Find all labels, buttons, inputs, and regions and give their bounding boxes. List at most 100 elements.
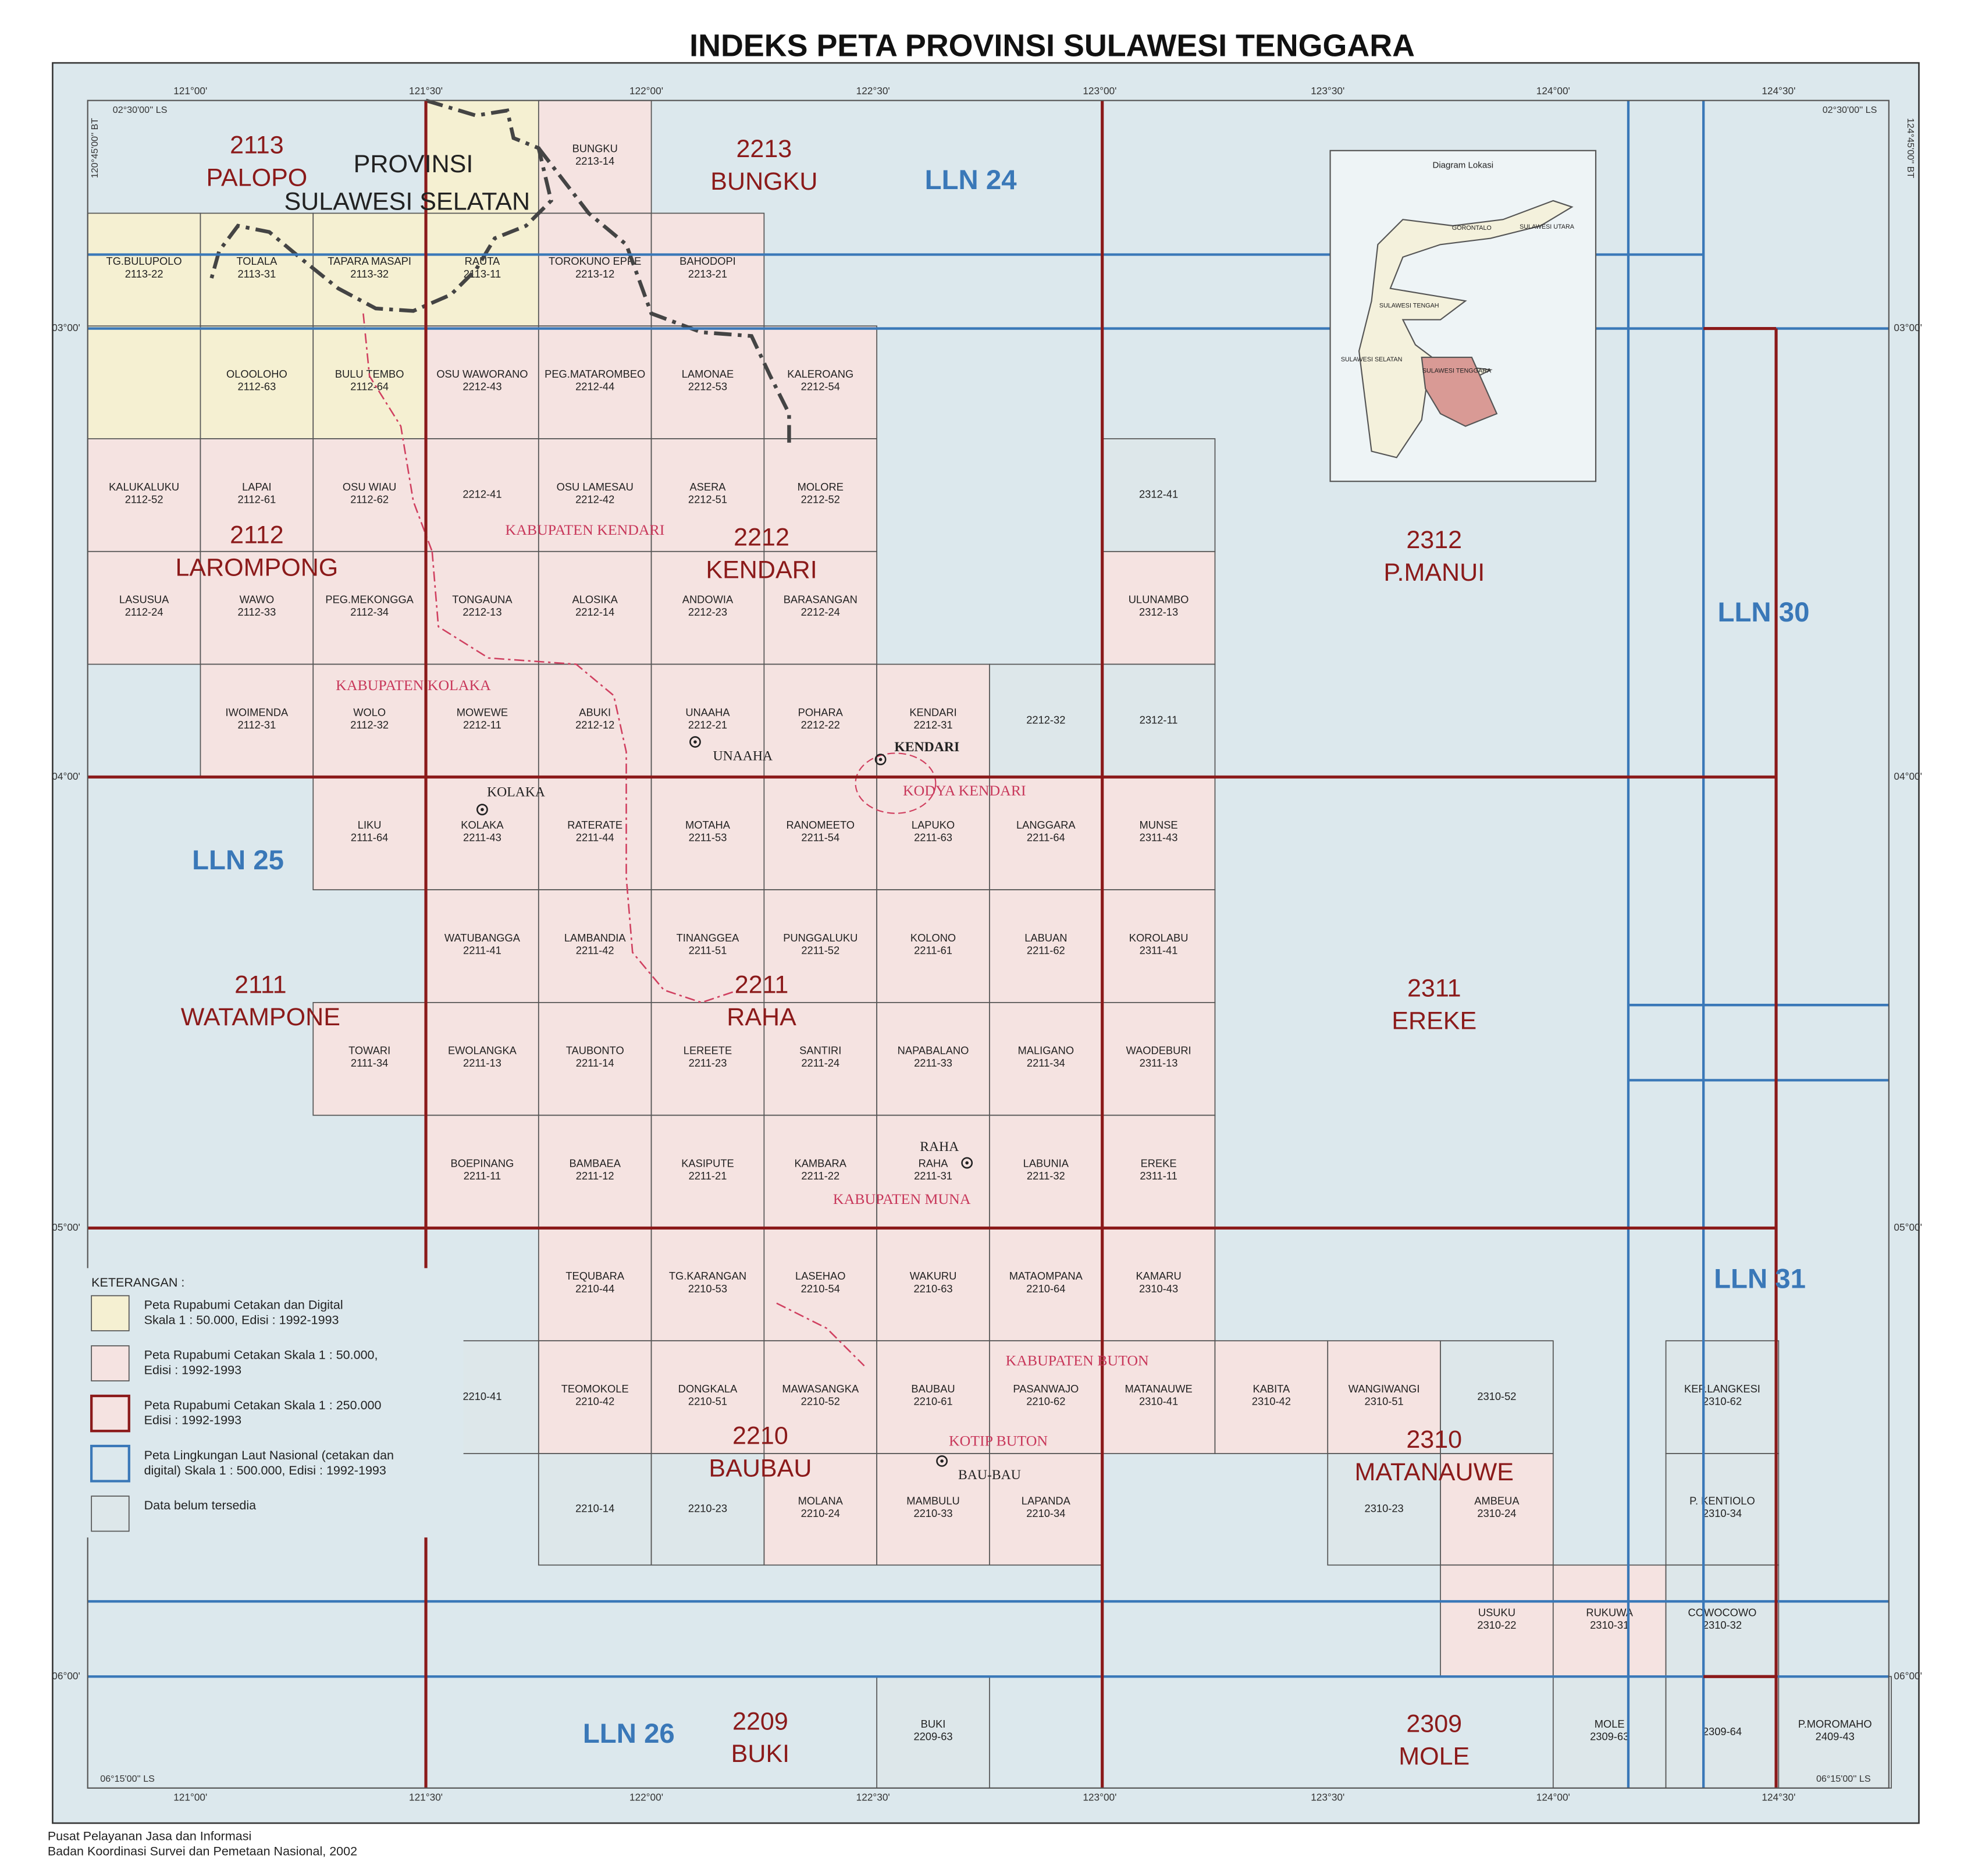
map-sheet — [650, 550, 765, 665]
sheet-name: KALEROANG — [787, 368, 853, 380]
sheet-code: 2111-64 — [351, 832, 388, 844]
longitude-label: 123°00' — [1083, 85, 1116, 97]
legend-swatch — [91, 1295, 130, 1331]
sheet-code: 2409-43 — [1816, 1730, 1855, 1742]
sheet-name: MALIGANO — [1018, 1044, 1074, 1057]
sheet-name: RAHA — [919, 1157, 949, 1169]
sheet-name: KABITA — [1253, 1383, 1290, 1395]
sheet-name: KOLONO — [910, 932, 956, 944]
map-sheet — [989, 663, 1103, 778]
sheet-name: BOEPINANG — [451, 1157, 514, 1169]
map-sheet — [650, 212, 765, 327]
sheet-code: 2310-24 — [1477, 1507, 1516, 1519]
legend-label: digital) Skala 1 : 500.000, Edisi : 1992… — [144, 1463, 386, 1477]
sheet-name: LASEHAO — [795, 1270, 845, 1282]
town-marker — [481, 808, 484, 812]
sheet-code: 2211-53 — [689, 832, 727, 844]
legend-label: Data belum tersedia — [144, 1498, 257, 1512]
sheet-250k-name: WATAMPONE — [181, 1003, 340, 1031]
map-sheet — [763, 889, 878, 1003]
sheet-name: LABUNIA — [1023, 1157, 1069, 1169]
town-marker — [961, 1157, 973, 1169]
sheet-250k-name: BAUBAU — [709, 1454, 812, 1482]
map-sheet — [312, 550, 426, 665]
sheet-250k-code: 2113 — [230, 132, 284, 159]
map-sheet — [876, 1114, 990, 1229]
sheet-code: 2210-53 — [688, 1282, 727, 1295]
map-sheet — [200, 663, 314, 778]
footer-text: Badan Koordinasi Survei dan Pemetaan Nas… — [48, 1844, 357, 1858]
legend-label: Peta Lingkungan Laut Nasional (cetakan d… — [144, 1448, 394, 1462]
sheet-name: LANGGARA — [1016, 819, 1076, 831]
latitude-label: 03°00' — [1894, 322, 1922, 333]
map-sheet — [1327, 1453, 1441, 1566]
longitude-label: 123°00' — [1083, 1792, 1116, 1803]
sheet-code: 2213-21 — [688, 268, 727, 280]
map-sheet — [1101, 1340, 1216, 1454]
map-sheet — [200, 438, 314, 552]
sheet-name: KOROLABU — [1129, 932, 1189, 944]
sheet-code: 2212-52 — [801, 493, 840, 505]
sheet-250k-code: 2210 — [732, 1422, 788, 1449]
longitude-label: 123°30' — [1311, 85, 1344, 97]
sheet-code: 2211-22 — [801, 1170, 839, 1182]
legend-swatch — [91, 1495, 130, 1532]
sheet-250k-code: 2212 — [734, 524, 789, 552]
sheet-name: MAWASANGKA — [782, 1383, 859, 1395]
sheet-code: 2312-11 — [1140, 713, 1178, 726]
province-label: PROVINSI — [354, 150, 474, 178]
sheet-250k-name: RAHA — [727, 1003, 796, 1031]
sheet-name: PASANWAJO — [1013, 1383, 1079, 1395]
map-sheet — [1101, 889, 1216, 1003]
sheet-code: 2210-64 — [1026, 1282, 1065, 1295]
region-label: KABUPATEN BUTON — [1006, 1352, 1149, 1369]
sheet-code: 2212-11 — [463, 719, 501, 731]
longitude-label: 122°00' — [629, 85, 663, 97]
sheet-code: 2112-34 — [350, 606, 389, 618]
sheet-code: 2112-24 — [125, 606, 163, 618]
sheet-code: 2210-24 — [801, 1507, 840, 1519]
longitude-label: 124°30' — [1762, 1792, 1795, 1803]
sheet-code: 2210-14 — [575, 1502, 614, 1515]
map-sheet — [538, 438, 652, 552]
town-marker — [878, 758, 883, 761]
sheet-name: TAUBONTO — [566, 1044, 624, 1057]
legend-swatch — [91, 1345, 130, 1381]
region-label: KOTIP BUTON — [949, 1433, 1048, 1449]
map-sheet — [876, 1227, 990, 1342]
sheet-name: PEG.MEKONGGA — [325, 594, 414, 606]
longitude-label: 124°00' — [1536, 1792, 1570, 1803]
lln-label: LLN 24 — [925, 165, 1017, 196]
map-sheet — [650, 325, 765, 439]
corner-label: 06°15'00'' LS — [100, 1774, 155, 1784]
sheet-code: 2211-13 — [463, 1057, 501, 1069]
sheet-code: 2212-32 — [1026, 713, 1065, 726]
map-sheet — [989, 1002, 1103, 1116]
map-sheet — [1778, 1676, 1892, 1789]
sheet-code: 2112-31 — [237, 719, 276, 731]
sheet-250k-code: 2111 — [234, 971, 286, 999]
sheet-code: 2311-11 — [1140, 1170, 1177, 1182]
sheet-name: BAHODOPI — [679, 255, 736, 267]
town-marker — [936, 1455, 948, 1467]
town-marker — [476, 804, 488, 816]
sheet-code: 2113-31 — [237, 268, 276, 280]
sheet-code: 2212-24 — [801, 606, 840, 618]
map-sheet — [1101, 1114, 1216, 1229]
map-sheet — [650, 1453, 765, 1566]
sheet-250k-code: 2312 — [1406, 526, 1462, 554]
legend-heading: KETERANGAN : — [91, 1275, 184, 1289]
map-sheet — [989, 1340, 1103, 1454]
town-marker — [940, 1459, 944, 1463]
map-sheet — [87, 550, 201, 665]
map-neatline — [87, 100, 1890, 1789]
longitude-label: 121°00' — [173, 1792, 207, 1803]
regency-boundary — [431, 551, 739, 1004]
sheet-name: BARASANGAN — [784, 594, 858, 606]
sheet-name: ULUNAMBO — [1129, 594, 1189, 606]
sheet-250k-name: BUKI — [731, 1740, 789, 1768]
map-sheet — [1665, 1564, 1780, 1678]
sheet-code: 2312-41 — [1139, 488, 1178, 500]
map-sheet — [312, 1002, 426, 1116]
latitude-label: 05°00' — [1894, 1221, 1922, 1233]
